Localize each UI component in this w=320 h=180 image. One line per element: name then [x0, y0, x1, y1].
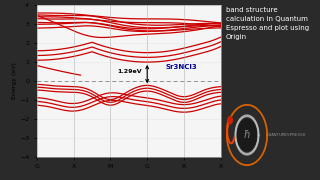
Circle shape — [237, 119, 256, 151]
Circle shape — [228, 116, 232, 124]
Y-axis label: Energy (eV): Energy (eV) — [12, 63, 17, 99]
Text: ħ: ħ — [244, 130, 250, 140]
Text: 1.29eV: 1.29eV — [118, 69, 142, 74]
Text: QUANTUMESPRESSO: QUANTUMESPRESSO — [267, 133, 306, 137]
Text: band structure
calculation in Quantum
Espresso and plot using
Origin: band structure calculation in Quantum Es… — [226, 7, 309, 40]
Text: Sr3NCl3: Sr3NCl3 — [166, 64, 197, 70]
